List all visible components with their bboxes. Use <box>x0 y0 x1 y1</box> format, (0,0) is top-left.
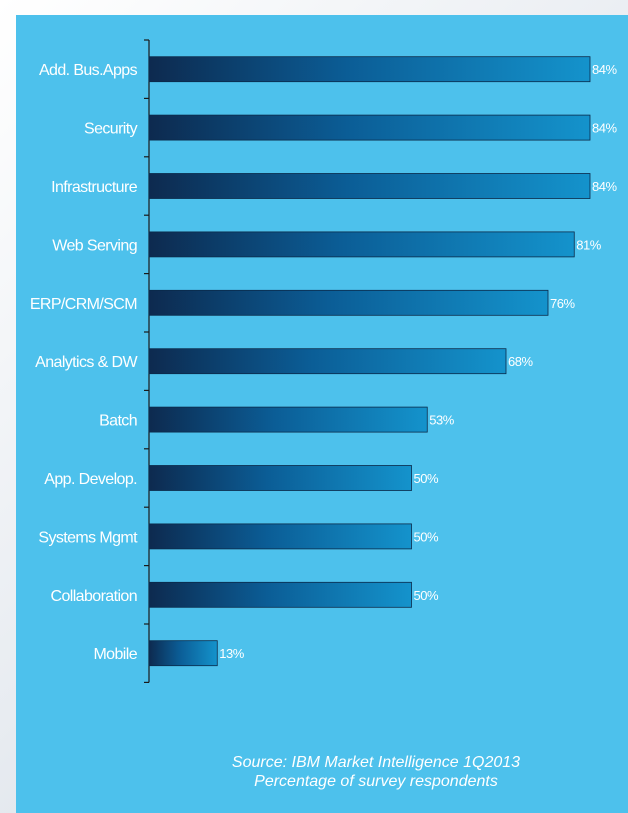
category-label: ERP/CRM/SCM <box>30 296 137 313</box>
bar <box>148 56 591 83</box>
bar <box>148 581 412 608</box>
value-label: 81% <box>576 237 601 252</box>
category-label: Web Serving <box>52 237 137 254</box>
value-label: 76% <box>550 296 575 311</box>
value-label: 50% <box>414 588 439 603</box>
category-label: Batch <box>99 413 137 430</box>
value-label: 84% <box>592 121 617 136</box>
category-label: Analytics & DW <box>35 354 138 371</box>
value-label: 84% <box>592 62 617 77</box>
value-label: 13% <box>219 646 244 661</box>
value-label: 84% <box>592 179 617 194</box>
bar <box>148 231 575 258</box>
category-label: App. Develop. <box>44 471 137 488</box>
category-label: Systems Mgmt <box>38 529 138 546</box>
bar-chart: Add. Bus.Apps 84% Security 84% Infrastructur… <box>30 39 618 684</box>
bar <box>148 523 412 550</box>
bar <box>148 114 591 141</box>
value-label: 68% <box>508 354 533 369</box>
bar <box>148 640 218 667</box>
category-label: Mobile <box>93 646 137 663</box>
bar <box>148 465 412 491</box>
value-label: 53% <box>429 413 454 428</box>
category-label: Infrastructure <box>51 179 138 196</box>
category-label: Security <box>84 121 138 138</box>
bar <box>148 348 507 375</box>
value-label: 50% <box>414 529 439 544</box>
source-line: Source: IBM Market Intelligence 1Q2013 <box>231 754 521 771</box>
bar <box>148 406 428 433</box>
category-label: Add. Bus.Apps <box>39 62 138 79</box>
subtitle-line: Percentage of survey respondents <box>254 773 498 790</box>
value-label: 50% <box>414 471 439 486</box>
bar <box>148 289 549 316</box>
chart-panel: Add. Bus.Apps 84% Security 84% Infrastructur… <box>16 15 628 813</box>
bar <box>148 173 591 199</box>
category-label: Collaboration <box>51 588 137 605</box>
chart-source: Source: IBM Market Intelligence 1Q2013 P… <box>176 753 576 791</box>
